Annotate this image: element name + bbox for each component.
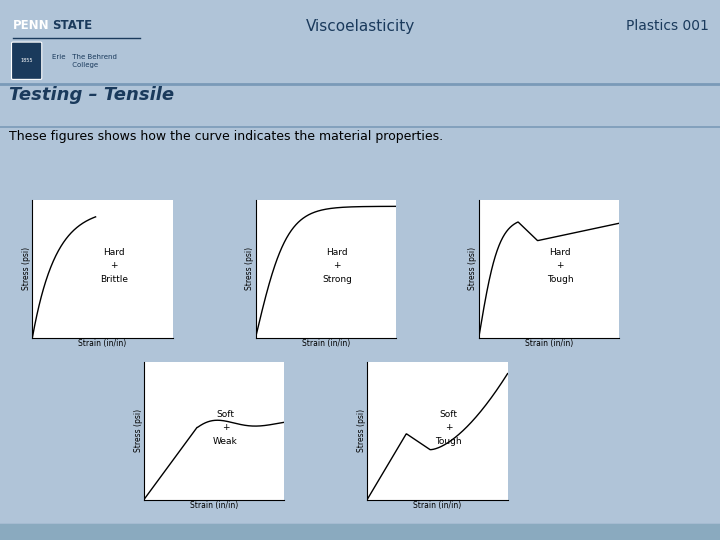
Text: These figures shows how the curve indicates the material properties.: These figures shows how the curve indica… [9, 130, 443, 143]
Y-axis label: Stress (psi): Stress (psi) [22, 247, 31, 290]
Y-axis label: Stress (psi): Stress (psi) [357, 409, 366, 452]
Text: Hard
+
Tough: Hard + Tough [547, 248, 574, 284]
Text: STATE: STATE [52, 19, 92, 32]
Y-axis label: Stress (psi): Stress (psi) [469, 247, 477, 290]
Y-axis label: Stress (psi): Stress (psi) [134, 409, 143, 452]
X-axis label: Strain (in/in): Strain (in/in) [190, 501, 238, 510]
FancyBboxPatch shape [12, 42, 42, 79]
Text: Erie   The Behrend
         College: Erie The Behrend College [52, 54, 117, 69]
Text: Hard
+
Strong: Hard + Strong [322, 248, 352, 284]
Text: PENN: PENN [13, 19, 50, 32]
X-axis label: Strain (in/in): Strain (in/in) [78, 339, 127, 348]
X-axis label: Strain (in/in): Strain (in/in) [525, 339, 573, 348]
Text: Soft
+
Tough: Soft + Tough [436, 410, 462, 445]
X-axis label: Strain (in/in): Strain (in/in) [302, 339, 350, 348]
Text: 1855: 1855 [20, 58, 33, 63]
X-axis label: Strain (in/in): Strain (in/in) [413, 501, 462, 510]
Text: Viscoelasticity: Viscoelasticity [305, 19, 415, 34]
Text: Soft
+
Weak: Soft + Weak [213, 410, 238, 445]
Y-axis label: Stress (psi): Stress (psi) [246, 247, 254, 290]
Text: Testing – Tensile: Testing – Tensile [9, 86, 174, 104]
Text: Hard
+
Brittle: Hard + Brittle [100, 248, 128, 284]
Text: Plastics 001: Plastics 001 [626, 19, 709, 33]
